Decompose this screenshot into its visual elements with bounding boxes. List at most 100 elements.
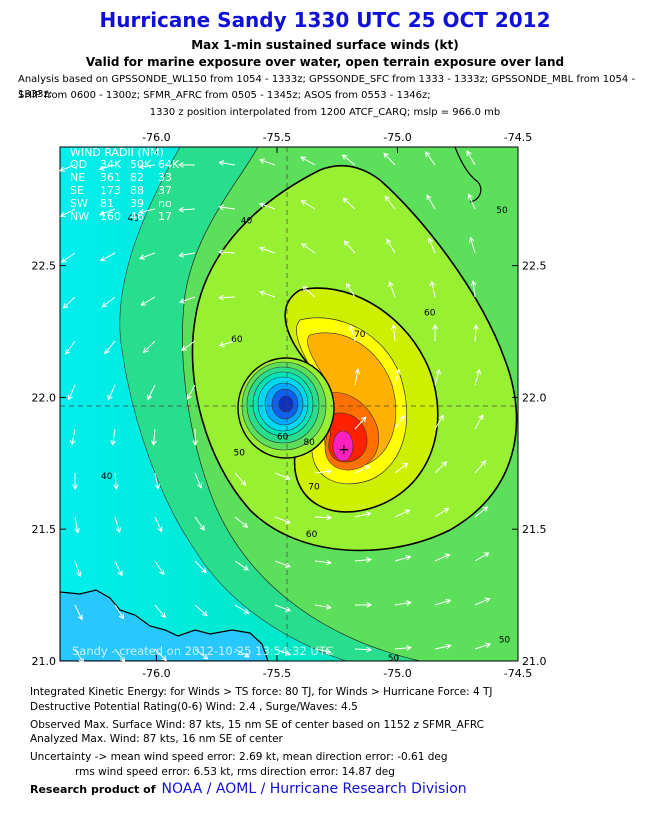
wind-vector bbox=[194, 604, 208, 616]
wind-vector bbox=[111, 428, 116, 445]
wind-vector bbox=[147, 384, 156, 400]
wind-vector-head bbox=[201, 610, 208, 617]
wind-vector-head bbox=[386, 238, 392, 245]
x-tick-label-top: -74.5 bbox=[504, 131, 532, 144]
wind-radii-cell: 39 bbox=[130, 197, 144, 210]
wind-vector bbox=[274, 472, 291, 480]
wind-vector-head bbox=[157, 526, 163, 533]
wind-vector-head bbox=[441, 461, 448, 467]
wind-vector bbox=[274, 560, 291, 568]
wind-vector-head bbox=[99, 210, 106, 216]
wind-vector bbox=[139, 164, 156, 168]
wind-vector-head bbox=[468, 236, 475, 243]
x-tick-label-top: -75.5 bbox=[263, 131, 291, 144]
wind-vector-head bbox=[107, 394, 113, 401]
wind-vector bbox=[314, 604, 331, 609]
wind-vector-head bbox=[186, 394, 192, 400]
wind-vector-head bbox=[366, 557, 372, 563]
wind-vector bbox=[74, 516, 79, 533]
wind-vector-head bbox=[475, 368, 482, 375]
wind-radii-cell: 33 bbox=[158, 171, 172, 184]
y-tick-label-left: 21.0 bbox=[32, 655, 57, 668]
wind-vector-head bbox=[177, 162, 184, 168]
y-tick-label-left: 21.5 bbox=[32, 523, 57, 536]
research-credit: Research product of NOAA / AOML / Hurrica… bbox=[30, 781, 467, 797]
wind-vector-head bbox=[342, 197, 349, 204]
wind-vector bbox=[384, 196, 396, 210]
x-tick-label-bottom: -75.0 bbox=[383, 667, 411, 680]
wind-vector bbox=[63, 296, 76, 309]
wind-vector bbox=[154, 516, 163, 532]
wind-vector bbox=[350, 325, 356, 342]
wind-vector-head bbox=[110, 439, 116, 446]
research-label: Research product of bbox=[30, 783, 156, 796]
max-wind-marker: + bbox=[338, 442, 350, 458]
wind-vector bbox=[154, 560, 165, 575]
contour-label: 50 bbox=[388, 654, 400, 664]
contour-fill-layer bbox=[60, 147, 518, 661]
wind-vector-head bbox=[483, 552, 490, 558]
wind-vector-head bbox=[343, 240, 350, 247]
wind-vector bbox=[234, 472, 246, 486]
wind-vector-head bbox=[364, 465, 371, 471]
wind-radii-cell: 81 bbox=[100, 197, 114, 210]
wind-vector-head bbox=[243, 565, 250, 571]
wind-vector-head bbox=[196, 482, 203, 489]
wind-vector bbox=[474, 325, 477, 342]
wind-vector-head bbox=[300, 200, 307, 206]
x-tick-label-bottom: -74.5 bbox=[504, 667, 532, 680]
noaa-aoml-hrd-link[interactable]: NOAA / AOML / Hurricane Research Divisio… bbox=[161, 781, 467, 797]
wind-vector bbox=[434, 645, 451, 650]
wind-radii-cell: 361 bbox=[100, 171, 121, 184]
wind-vector-head bbox=[98, 165, 105, 171]
contour-label: 50 bbox=[499, 636, 511, 646]
wind-vector-head bbox=[341, 154, 348, 160]
wind-vector-head bbox=[301, 243, 307, 249]
wind-vector bbox=[342, 197, 356, 210]
analysis-sources-line2: SHIP from 0600 - 1300z; SFMR_AFRC from 0… bbox=[18, 90, 431, 101]
contour-fill-max bbox=[332, 430, 354, 462]
y-tick-label-right: 21.0 bbox=[522, 655, 547, 668]
wind-vector-head bbox=[78, 657, 84, 664]
wind-vector-head bbox=[147, 394, 153, 401]
contour-label: 80 bbox=[303, 438, 315, 448]
wind-vector-head bbox=[240, 480, 247, 486]
wind-vector-head bbox=[485, 642, 492, 649]
contour-label: 40 bbox=[127, 214, 139, 224]
chart-subtitle: Max 1-min sustained surface winds (kt) bbox=[191, 38, 459, 52]
wind-vector bbox=[314, 560, 331, 564]
wind-vector bbox=[114, 648, 126, 663]
wind-vector bbox=[434, 461, 447, 474]
contour-label: 40 bbox=[101, 472, 113, 482]
wind-radii-cell: 17 bbox=[158, 210, 172, 223]
wind-vector bbox=[394, 556, 411, 562]
wind-vector-head bbox=[101, 302, 108, 308]
wind-vector-head bbox=[60, 257, 67, 263]
wind-vector-head bbox=[366, 602, 373, 608]
land-island-northeast bbox=[454, 147, 482, 203]
wind-vector-head bbox=[326, 468, 332, 475]
wind-vector bbox=[394, 369, 400, 386]
wind-vector bbox=[234, 648, 250, 658]
wind-vector-head bbox=[405, 600, 412, 606]
wind-vector bbox=[474, 643, 491, 650]
wind-vector-head bbox=[138, 208, 145, 215]
wind-vector bbox=[434, 554, 450, 562]
wind-vector bbox=[100, 252, 116, 262]
wind-vector-head bbox=[217, 294, 224, 301]
axis-ticks: -76.0 -76.0 -75.5 -75.5 -75.0 -75.0 -74.5 -74.5… bbox=[32, 131, 547, 680]
wind-vector bbox=[143, 340, 156, 353]
wind-vector bbox=[301, 243, 316, 254]
wind-vector bbox=[302, 286, 316, 298]
wind-vector-head bbox=[284, 606, 291, 612]
wind-vector-head bbox=[345, 282, 352, 289]
contour-label: 60 bbox=[231, 335, 243, 345]
x-tick-label-top: -76.0 bbox=[142, 131, 170, 144]
wind-vector bbox=[219, 161, 236, 166]
wind-vector bbox=[194, 560, 207, 573]
wind-field-plot: + -76.0 -76.0 -75.5 -75.5 -75.0 -75.0 -74.5 -74… bbox=[32, 131, 547, 680]
wind-vector-head bbox=[467, 193, 473, 200]
y-tick-label-left: 22.5 bbox=[32, 260, 57, 273]
wind-vector-head bbox=[466, 150, 472, 157]
wind-vector bbox=[344, 240, 356, 254]
